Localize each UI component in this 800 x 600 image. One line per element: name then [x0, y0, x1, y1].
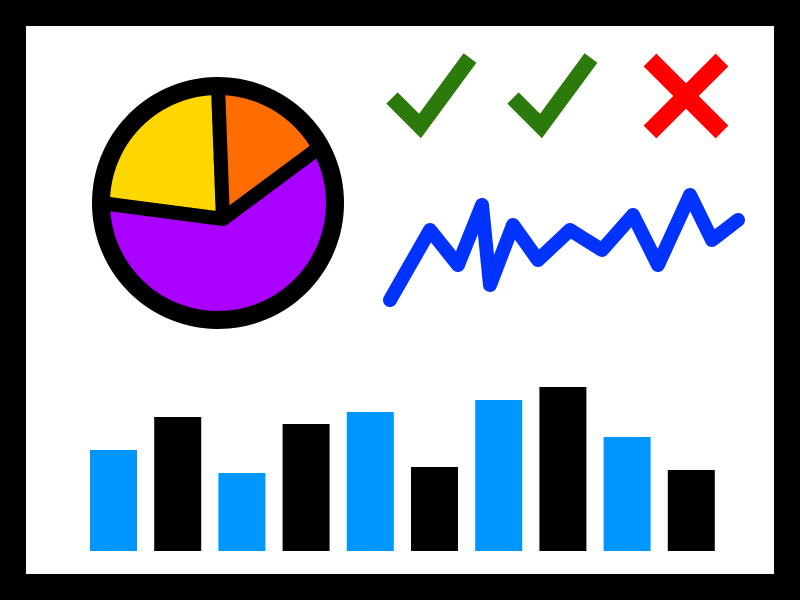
bar — [475, 400, 523, 551]
line-chart — [383, 188, 745, 307]
bar — [411, 467, 458, 551]
bar — [667, 470, 715, 551]
bar — [346, 412, 394, 551]
bar — [603, 437, 651, 551]
bar-chart — [90, 387, 715, 551]
cross-stroke — [643, 53, 729, 139]
check-icon — [386, 53, 477, 139]
pie-chart — [92, 77, 344, 329]
bar — [539, 387, 587, 551]
status-icons — [386, 53, 729, 139]
bar — [282, 424, 330, 551]
line-series — [383, 188, 745, 307]
pie-outline — [92, 77, 344, 329]
bar — [154, 417, 202, 551]
cross-icon — [643, 53, 729, 139]
bar — [218, 473, 266, 551]
bar — [90, 450, 137, 551]
check-icon — [507, 53, 598, 139]
